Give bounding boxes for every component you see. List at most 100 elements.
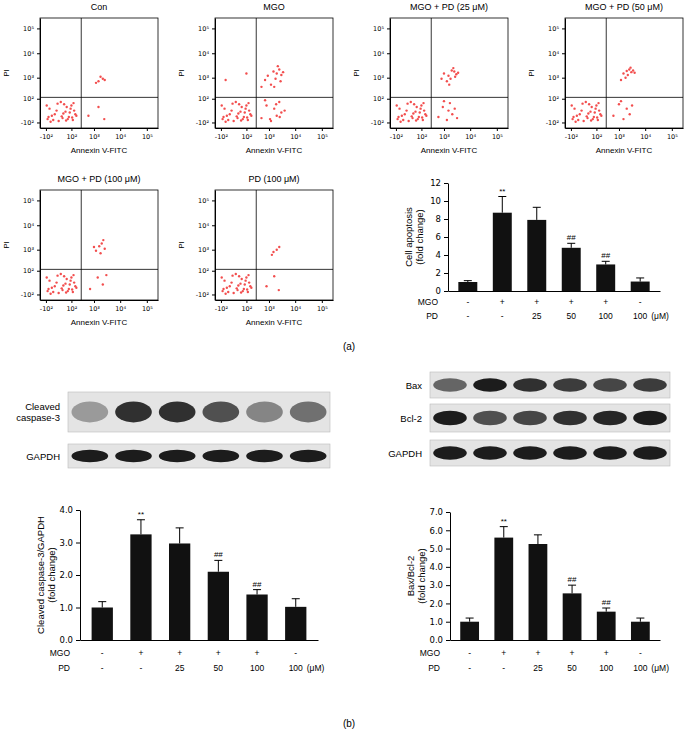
bar [460,622,479,640]
tick: 2 [436,268,448,278]
point [236,115,238,117]
tick: 10² [66,300,77,313]
error-line [102,602,103,608]
tick: 2.0 [429,599,450,609]
point [102,239,104,241]
condition-value: - [502,663,505,673]
tick-mark [322,300,323,303]
point [418,116,420,118]
tick: 10⁴ [115,128,126,141]
point [446,80,448,82]
blot-band [246,402,283,423]
tick-label: 10² [66,305,77,313]
tick-label: 10⁴ [373,50,384,58]
scatter-panel: MGO-10²10²10³10⁴10⁵-10²10²10³10⁴10⁵Annex… [177,2,334,155]
error-cap [567,243,575,244]
error-bar [464,281,472,282]
point [71,116,73,118]
tick-label: 5.0 [429,544,443,554]
axis: -10²10²10³10⁴10⁵ [40,300,159,313]
tick-label: 2.0 [59,570,73,580]
point [449,102,451,104]
tick: 0.0 [429,635,450,645]
axis [81,640,319,641]
tick: -10² [196,291,215,299]
tick-mark [212,28,215,29]
axis: -10²10²10³10⁴10⁵ [21,191,41,301]
point [626,70,628,72]
point [69,111,71,113]
point [598,109,600,111]
bar [208,572,229,640]
tick-mark [212,122,215,123]
axis: -10²10²10³10⁴10⁵ [371,19,391,129]
blot-band [553,378,587,392]
tick-label: 8 [436,214,441,224]
blot-band [513,411,547,426]
point [244,107,246,109]
axis: -10²10²10³10⁴10⁵ [196,19,216,129]
panel-title: MGO [263,2,285,12]
point [633,72,635,74]
error-line [179,528,180,544]
tick-label: 1.0 [59,603,73,613]
tick: 7.0 [429,507,450,517]
point [275,103,277,105]
scatter-panel: MGO + PD (50 μM)-10²10²10³10⁴10⁵-10²10²1… [527,2,684,155]
point [443,100,445,102]
tick-mark [562,53,565,54]
condition-value: - [468,663,471,673]
tick-mark [446,603,450,604]
blot-band [633,378,667,392]
tick-mark [645,128,646,131]
axis: 024681012 [430,178,448,296]
bar [130,534,151,640]
tick: 10⁵ [142,300,153,313]
point [627,74,629,76]
error-cap [636,618,644,619]
tick-mark [387,78,390,79]
tick-label: 3.0 [429,580,443,590]
tick-mark [37,200,40,201]
blot-band [433,378,467,392]
tick-label: 10⁴ [198,50,209,58]
tick-mark [295,128,296,131]
point [279,116,281,118]
point [221,276,223,278]
bar [562,248,581,291]
tick-mark [76,640,80,641]
blot-band [115,402,152,423]
tick: 10³ [198,74,215,82]
error-cap [98,601,106,602]
blot-band [473,446,507,460]
unit-label: (μM) [651,663,669,673]
point [248,109,250,111]
point [451,113,453,115]
tick-mark [37,78,40,79]
point [245,276,247,278]
tick: 10³ [264,128,275,141]
tick-mark [37,225,40,226]
error-bar [533,207,541,220]
point [594,107,596,109]
point [68,116,70,118]
point [246,116,248,118]
point [451,69,453,71]
tick: -10² [565,128,579,141]
tick-mark [212,225,215,226]
condition-value: + [535,648,540,658]
bar [494,538,513,640]
error-bar [214,560,222,571]
tick-label: 10² [241,305,252,313]
tick-label: -10² [21,291,35,299]
point [282,71,284,73]
blot-band [473,411,507,426]
western-blot: Cleavedcaspase-3GAPDH [16,392,330,468]
point [231,102,233,104]
tick-mark [446,530,450,531]
condition-label: MGO [420,648,441,658]
tick-label: 6.0 [429,526,443,536]
bar-chart: 0.01.02.03.04.0**####Cleaved caspase-3/G… [35,505,325,673]
point [227,119,229,121]
axis-line [41,128,159,129]
